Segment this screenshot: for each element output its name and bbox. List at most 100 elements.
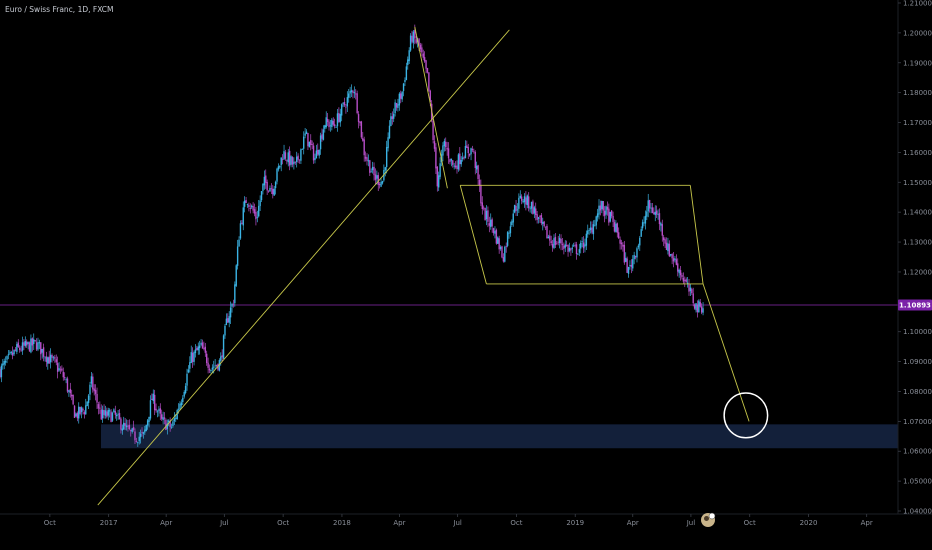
trendline-drop-leg[interactable]: [414, 26, 448, 189]
candle-body: [245, 200, 247, 203]
target-circle[interactable]: [723, 392, 769, 439]
candle-body: [248, 204, 250, 208]
x-tick-label: Oct: [744, 519, 756, 527]
candle: [355, 89, 357, 100]
candle: [161, 409, 163, 421]
candle-body: [454, 165, 457, 168]
candle: [364, 151, 367, 162]
candle-body: [506, 232, 509, 246]
candle: [9, 350, 11, 355]
candle: [678, 268, 680, 278]
candle: [352, 89, 354, 99]
candle-body: [128, 425, 131, 429]
candle: [463, 155, 465, 161]
candle: [522, 198, 524, 204]
x-tick-label: Apr: [160, 519, 172, 527]
candle-body: [613, 222, 616, 232]
candle-body: [65, 379, 67, 381]
candle: [544, 226, 547, 230]
candle-body: [350, 90, 353, 93]
candle: [6, 355, 8, 364]
candle-body: [80, 407, 83, 413]
trendline-rising-support[interactable]: [97, 29, 510, 506]
candle-body: [374, 174, 377, 180]
candle: [113, 408, 115, 413]
candle: [646, 205, 648, 221]
candle: [363, 136, 365, 162]
candle-body: [213, 366, 215, 368]
candle: [497, 236, 499, 244]
candle-body: [198, 345, 201, 349]
candle: [487, 206, 489, 228]
price-axis[interactable]: 1.04000 1.05000 1.06000 1.07000 1.08000 1.090…: [898, 0, 932, 516]
x-tick-label: 2018: [333, 519, 351, 527]
candle-body: [132, 427, 135, 430]
candle: [632, 255, 634, 272]
candle-body: [693, 304, 696, 309]
candle-body: [21, 342, 24, 351]
candle: [630, 259, 633, 274]
candle: [63, 372, 66, 381]
candle: [627, 266, 630, 278]
candle-body: [194, 349, 197, 354]
candle-body: [619, 239, 621, 244]
trendline-channel-right[interactable]: [689, 185, 704, 284]
candle: [266, 179, 268, 195]
candle: [123, 416, 125, 430]
candle-body: [664, 239, 666, 244]
candle-body: [483, 207, 485, 209]
candle: [124, 417, 126, 431]
candle-body: [629, 265, 631, 266]
candle-body: [47, 357, 49, 364]
candle: [675, 254, 678, 266]
candle: [179, 401, 181, 411]
time-axis[interactable]: Oct 2017 Apr Jul Oct 2018 Apr Jul Oct 2019 Apr Jul O…: [44, 514, 873, 527]
candle: [529, 206, 531, 213]
trendline-target-projection[interactable]: [702, 283, 750, 422]
candle: [395, 102, 398, 111]
candle: [553, 234, 555, 250]
x-tick-label: Oct: [277, 519, 289, 527]
candle-body: [270, 188, 273, 190]
candle: [59, 366, 62, 374]
candle-body: [137, 442, 139, 444]
candle-body: [370, 171, 372, 173]
candle: [575, 241, 578, 260]
candle-body: [450, 158, 453, 161]
candle: [664, 237, 666, 248]
candle-body: [273, 188, 275, 196]
support-zone[interactable]: [100, 424, 899, 449]
candle-body: [380, 182, 382, 187]
candle: [211, 364, 214, 374]
candle: [277, 163, 280, 172]
candle-body: [104, 410, 107, 416]
candle: [543, 220, 545, 228]
candle: [378, 181, 381, 189]
candle: [599, 200, 602, 216]
candle: [333, 118, 336, 129]
candle: [520, 194, 523, 205]
candle: [617, 227, 620, 239]
candle-body: [162, 417, 164, 420]
candle-body: [99, 407, 101, 409]
candle-body: [242, 207, 244, 226]
trendline-channel-left[interactable]: [459, 185, 487, 285]
candle: [214, 358, 216, 370]
candle: [359, 121, 361, 126]
author-avatar-icon[interactable]: [701, 512, 716, 527]
candle: [331, 117, 333, 131]
candle-body: [227, 318, 229, 323]
candle: [329, 120, 332, 132]
candle-body: [689, 287, 692, 292]
candle-body: [623, 244, 626, 263]
candle-body: [408, 50, 410, 62]
candle-body: [335, 127, 337, 128]
candle-body: [10, 351, 12, 354]
candle: [557, 235, 559, 246]
candle: [56, 356, 59, 379]
candle: [259, 195, 261, 212]
candle-body: [419, 44, 422, 50]
candle-body: [438, 175, 440, 188]
